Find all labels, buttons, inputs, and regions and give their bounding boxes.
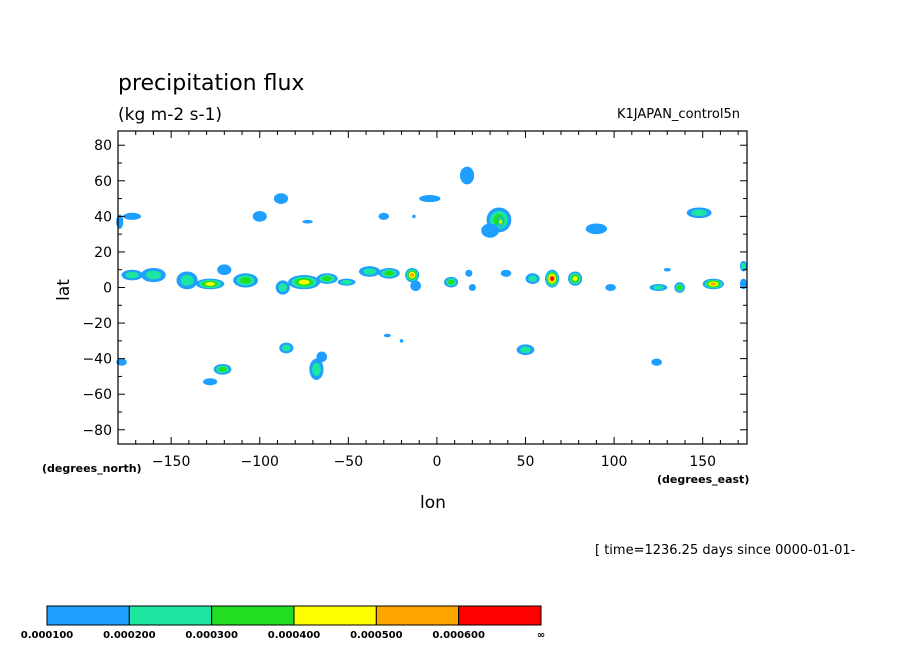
precip-cell-49-level-1: [399, 339, 404, 343]
y-tick-label: 0: [103, 281, 112, 297]
precip-cell-31-level-1: [302, 219, 313, 224]
precip-cell-50-level-2: [520, 346, 531, 354]
y-axis: 80 60 40 20 0 −20 −40 −60 −80: [82, 138, 747, 439]
precip-cell-35-level-1: [459, 166, 475, 185]
colorbar-swatch-3: [211, 605, 295, 626]
colorbar-label: 0.000200: [103, 630, 156, 641]
precip-cell-43-level-2: [281, 344, 291, 352]
precip-cell-2-level-2: [125, 271, 139, 279]
y-tick-label: −40: [82, 352, 112, 368]
colorbar-label: ∞: [537, 630, 545, 641]
chart-subtitle: (kg m-2 s-1): [118, 105, 222, 125]
precip-cell-23-level-1: [605, 283, 616, 292]
precip-cell-29-level-1: [273, 193, 289, 204]
y-tick-label: −20: [82, 316, 112, 332]
x-tick-label: −150: [152, 454, 190, 470]
precip-cell-24-level-2: [652, 285, 664, 290]
precip-cell-25-level-3: [677, 285, 683, 290]
precip-cell-9-level-4: [298, 279, 310, 285]
precip-cell-41-level-1: [663, 267, 671, 272]
dataset-label: K1JAPAN_control5n: [617, 107, 740, 122]
precip-cell-30-level-1: [252, 211, 267, 222]
precip-cell-27-level-2: [741, 262, 746, 270]
precip-cell-18-level-1: [468, 283, 476, 292]
precip-cell-11-level-2: [341, 279, 353, 285]
precip-cell-45-level-1: [203, 378, 218, 386]
precip-cell-6-level-1: [217, 264, 232, 276]
x-axis-title: lon: [420, 493, 446, 513]
contour-cells: [116, 166, 748, 386]
y-axis-title: lat: [54, 279, 74, 301]
precip-cell-8-level-2: [278, 283, 288, 292]
time-note: [ time=1236.25 days since 0000-01-01-: [595, 543, 856, 558]
colorbar-swatch-6: [458, 605, 542, 626]
x-tick-label: 150: [689, 454, 716, 470]
precip-cell-17-level-1: [465, 269, 473, 277]
precip-cell-1-level-1: [123, 212, 142, 220]
colorbar-label: 0.000300: [185, 630, 238, 641]
colorbar-label: 0.000600: [432, 630, 485, 641]
precip-cell-39-level-1: [585, 223, 608, 235]
y-tick-label: −60: [82, 387, 112, 403]
y-tick-label: 20: [94, 245, 112, 261]
precip-cell-19-level-1: [500, 269, 512, 277]
x-units-label: (degrees_east): [657, 473, 749, 486]
precip-cell-38-level-1: [481, 223, 499, 238]
precip-cell-16-level-3: [447, 279, 455, 285]
y-tick-label: 80: [94, 138, 112, 154]
y-tick-label: −80: [82, 423, 112, 439]
precip-cell-44-level-3: [218, 366, 227, 372]
colorbar-swatch-2: [128, 605, 213, 626]
precip-cell-42-level-1: [116, 358, 127, 366]
y-tick-label: 60: [94, 174, 112, 190]
x-axis: −150 −100 −50 0 50 100 150: [135, 131, 739, 470]
precip-cell-47-level-1: [316, 351, 328, 363]
precip-cell-37-level-4: [499, 219, 502, 224]
precip-cell-5-level-4: [205, 282, 216, 286]
x-tick-label: 0: [432, 454, 441, 470]
colorbar-swatch-5: [375, 605, 460, 626]
x-tick-label: −100: [241, 454, 279, 470]
precip-cell-34-level-1: [419, 195, 441, 203]
precip-cell-46-level-2: [312, 362, 321, 376]
x-tick-label: −50: [334, 454, 364, 470]
precip-cell-48-level-1: [383, 333, 391, 338]
precip-cell-22-level-4: [572, 276, 578, 282]
colorbar-swatch-1: [46, 605, 130, 626]
colorbar: 0.000100 0.000200 0.000300 0.000400 0.000500…: [21, 605, 545, 641]
precip-cell-15-level-1: [410, 280, 421, 292]
x-tick-label: 50: [517, 454, 535, 470]
precip-cell-26-level-5: [710, 282, 717, 286]
precip-cell-12-level-2: [363, 268, 377, 275]
precip-cell-40-level-2: [691, 209, 707, 217]
precip-cell-10-level-3: [322, 276, 332, 281]
precip-cell-14-level-5: [410, 273, 415, 278]
precip-cell-51-level-1: [651, 358, 662, 366]
colorbar-swatch-4: [293, 605, 377, 626]
colorbar-label: 0.000500: [350, 630, 403, 641]
precip-cell-20-level-2: [528, 275, 537, 282]
precip-cell-21-level-6: [550, 276, 554, 281]
precip-cell-3-level-2: [145, 270, 162, 280]
precip-cell-28-level-1: [739, 278, 748, 290]
precip-cell-13-level-3: [384, 270, 394, 276]
precip-cell-7-level-3: [240, 277, 252, 284]
colorbar-label: 0.000400: [268, 630, 321, 641]
y-tick-label: 40: [94, 209, 112, 225]
precip-cell-32-level-1: [378, 212, 390, 220]
y-units-label: (degrees_north): [42, 462, 142, 475]
x-tick-label: 100: [601, 454, 628, 470]
colorbar-label: 0.000100: [21, 630, 74, 641]
precip-cell-4-level-2: [180, 274, 194, 286]
precip-cell-33-level-1: [412, 214, 416, 219]
chart-title: precipitation flux: [118, 71, 304, 96]
